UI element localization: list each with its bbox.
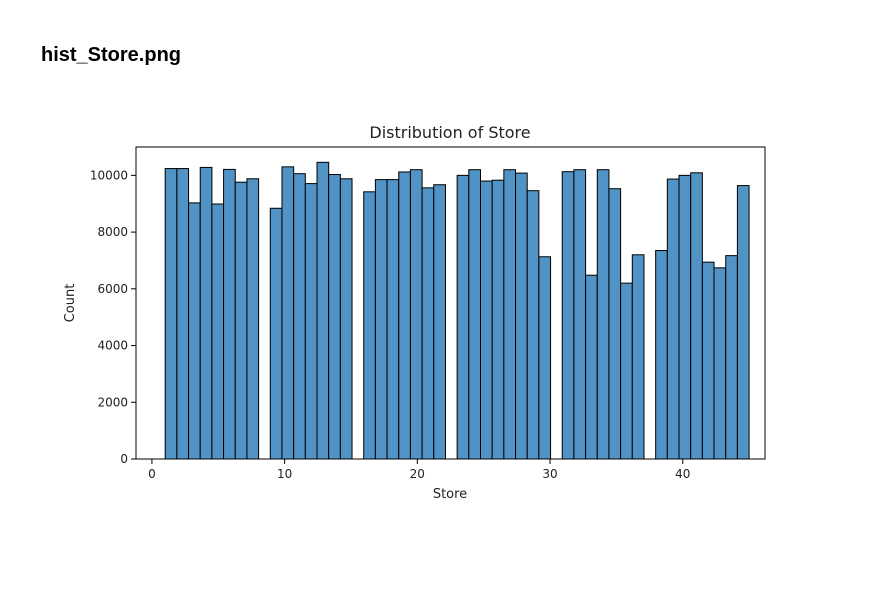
histogram-bar (468, 169, 481, 460)
histogram-bar (293, 173, 306, 460)
histogram-bar (398, 171, 411, 460)
histogram-bar (585, 274, 598, 460)
histogram-bar (234, 181, 248, 460)
y-tick-label: 10000 (90, 168, 128, 182)
y-tick-label: 0 (120, 452, 128, 466)
histogram-bar (491, 179, 505, 460)
y-axis-label: Count (63, 284, 78, 323)
file-title: hist_Store.png (41, 44, 182, 66)
y-tick-label: 8000 (97, 225, 128, 239)
histogram-bar (690, 172, 703, 460)
bars-group (164, 161, 750, 460)
histogram-bar (666, 178, 680, 460)
x-ticks: 0 10 20 30 40 (148, 459, 690, 481)
histogram-bar (176, 168, 190, 460)
histogram-bar (515, 172, 528, 460)
histogram-bar (211, 203, 225, 460)
x-tick-label: 40 (675, 467, 690, 481)
plot-frame (135, 146, 766, 460)
histogram-bar (433, 184, 446, 460)
histogram-bar (269, 207, 283, 460)
histogram-bar (538, 256, 552, 460)
histogram-bar (199, 166, 213, 460)
histogram-bar (561, 171, 575, 460)
histogram-bar (328, 174, 341, 460)
histogram-bar (164, 168, 178, 460)
histogram-bar (713, 267, 727, 460)
chart-title: Distribution of Store (369, 123, 530, 142)
histogram-bar (281, 166, 295, 460)
histogram-bar (526, 190, 540, 460)
histogram-bar (631, 254, 645, 460)
histogram-bar (409, 169, 423, 460)
histogram-bar (304, 183, 318, 460)
histogram-bar (246, 178, 260, 460)
histogram-bar (316, 161, 330, 460)
histogram-bar (608, 188, 622, 460)
y-tick-label: 6000 (97, 282, 128, 296)
histogram-bar (188, 202, 201, 460)
histogram-bar (339, 178, 353, 460)
histogram-bar (620, 282, 633, 460)
histogram-bar (573, 169, 587, 460)
histogram-bar (223, 168, 236, 460)
histogram-bar (363, 191, 376, 460)
histogram-bar (421, 187, 435, 460)
y-tick-label: 4000 (97, 339, 128, 353)
histogram-bar (596, 169, 610, 460)
histogram-bar (736, 185, 750, 460)
y-tick-label: 2000 (97, 395, 128, 409)
histogram-bar (725, 255, 738, 460)
histogram-bar (655, 250, 668, 460)
x-tick-label: 20 (410, 467, 425, 481)
histogram-bar (386, 179, 400, 460)
histogram-bar (503, 169, 517, 460)
histogram-bar (456, 174, 470, 460)
x-axis-label: Store (433, 487, 467, 502)
x-tick-label: 0 (148, 467, 156, 481)
x-tick-label: 30 (542, 467, 557, 481)
x-tick-label: 10 (277, 467, 292, 481)
histogram-bar (678, 174, 692, 460)
histogram-bar (479, 180, 493, 460)
histogram-bar (374, 179, 388, 460)
histogram-bar (701, 261, 715, 460)
y-ticks: 0 2000 4000 6000 8000 10000 (90, 168, 136, 466)
